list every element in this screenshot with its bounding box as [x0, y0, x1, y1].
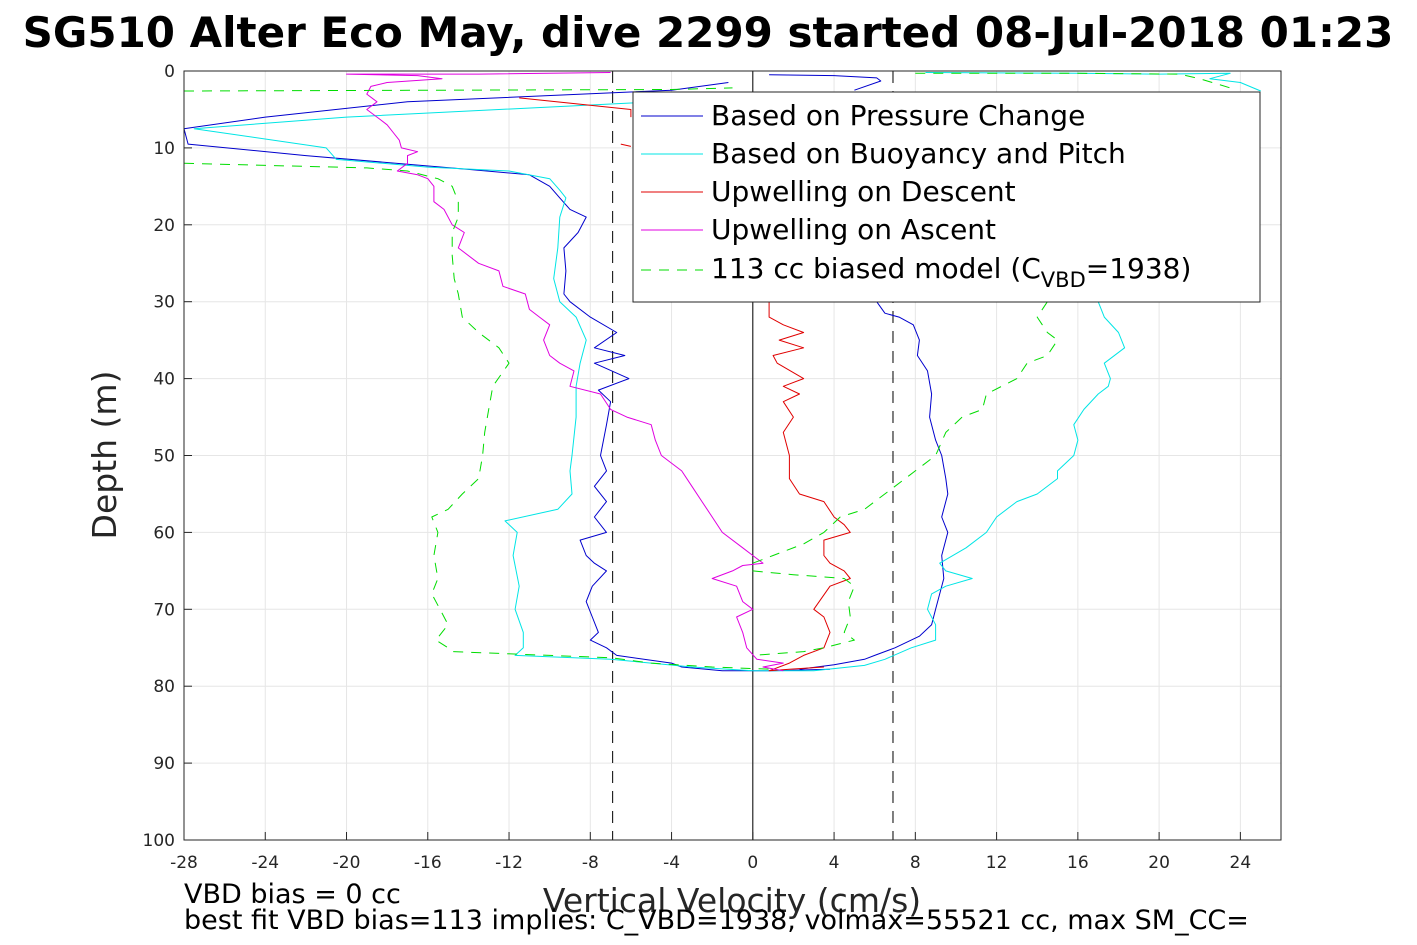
legend-label-0: Based on Pressure Change	[711, 99, 1085, 132]
legend: Based on Pressure Change Based on Buoyan…	[632, 91, 1261, 303]
x-tick-label-5: -8	[582, 853, 599, 873]
y-tick-label-6: 60	[153, 523, 175, 543]
x-tick-label-3: -16	[414, 853, 442, 873]
series-4-segment-3	[752, 301, 1058, 656]
legend-box	[632, 91, 1261, 303]
x-tick-label-13: 24	[1230, 853, 1252, 873]
y-tick-label-2: 20	[153, 216, 175, 236]
y-tick-label-4: 40	[153, 370, 175, 390]
x-tick-label-10: 12	[986, 853, 1008, 873]
x-tick-label-12: 20	[1148, 853, 1170, 873]
y-tick-label-10: 100	[143, 831, 175, 851]
series-lines	[183, 72, 1261, 672]
y-tick-label-8: 80	[153, 677, 175, 697]
x-axis-label: Vertical Velocity (cm/s)	[543, 881, 921, 920]
y-tick-label-5: 50	[153, 447, 175, 467]
legend-label-2: Upwelling on Descent	[711, 175, 1016, 208]
x-tick-label-9: 8	[910, 853, 921, 873]
y-axis-label: Depth (m)	[85, 371, 124, 540]
legend-label-3: Upwelling on Ascent	[711, 213, 996, 246]
x-tick-label-11: 16	[1067, 853, 1089, 873]
x-tick-label-2: -20	[333, 853, 361, 873]
series-2-segment-2	[768, 301, 851, 672]
y-tick-label-9: 90	[153, 754, 175, 774]
y-tick-labels: 0 10 20 30 40 50 60 70 80 90 100	[143, 62, 192, 851]
series-4-segment-0	[183, 87, 733, 92]
x-tick-label-8: 4	[829, 853, 840, 873]
annotation-best-fit: best fit VBD bias=113 implies: C_VBD=193…	[184, 905, 1249, 936]
series-4-segment-2	[915, 72, 1231, 89]
x-tick-label-4: -12	[495, 853, 523, 873]
annotation-vbd-bias: VBD bias = 0 cc	[184, 879, 401, 910]
y-tick-label-7: 70	[153, 600, 175, 620]
chart-title: SG510 Alter Eco May, dive 2299 started 0…	[23, 8, 1394, 57]
series-3-segment-0	[346, 72, 784, 672]
x-tick-label-6: -4	[663, 853, 680, 873]
series-0-segment-2	[799, 301, 949, 670]
x-tick-label-7: 0	[747, 853, 758, 873]
y-tick-label-3: 30	[153, 293, 175, 313]
series-2-segment-0	[519, 97, 632, 118]
series-1-segment-0	[193, 97, 1126, 672]
series-0-segment-1	[769, 74, 882, 91]
legend-label-1: Based on Buoyancy and Pitch	[711, 137, 1126, 170]
y-tick-label-1: 10	[153, 139, 175, 159]
x-tick-labels: -28 -24 -20 -16 -12 -8 -4 0 4 8 12 16 20 24	[170, 832, 1251, 873]
series-2-segment-1	[620, 143, 632, 147]
y-tick-label-0: 0	[164, 62, 175, 82]
x-tick-label-1: -24	[251, 853, 279, 873]
x-tick-label-0: -28	[170, 853, 198, 873]
